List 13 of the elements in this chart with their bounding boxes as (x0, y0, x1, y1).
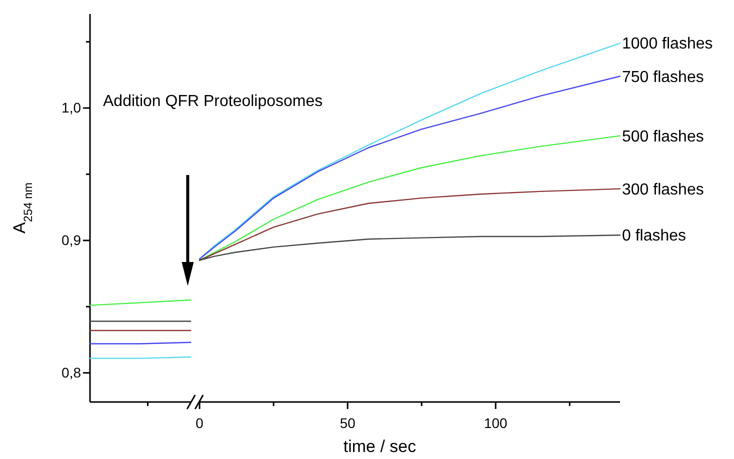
series-label: 1000 flashes (622, 36, 713, 53)
series-label: 750 flashes (622, 68, 704, 86)
y-tick-label: 1,0 (62, 100, 82, 116)
series-label: 500 flashes (622, 128, 704, 146)
y-tick-label: 0,8 (62, 364, 82, 380)
y-tick-label: 0,9 (62, 232, 82, 248)
x-tick-label: 0 (196, 414, 204, 431)
x-tick-label: 100 (484, 414, 508, 431)
series-label: 0 flashes (622, 228, 686, 245)
series-label: 300 flashes (622, 181, 704, 198)
x-axis-title: time / sec (343, 437, 417, 456)
x-tick-label: 50 (340, 414, 356, 431)
annotation: Addition QFR Proteoliposomes (103, 93, 323, 110)
